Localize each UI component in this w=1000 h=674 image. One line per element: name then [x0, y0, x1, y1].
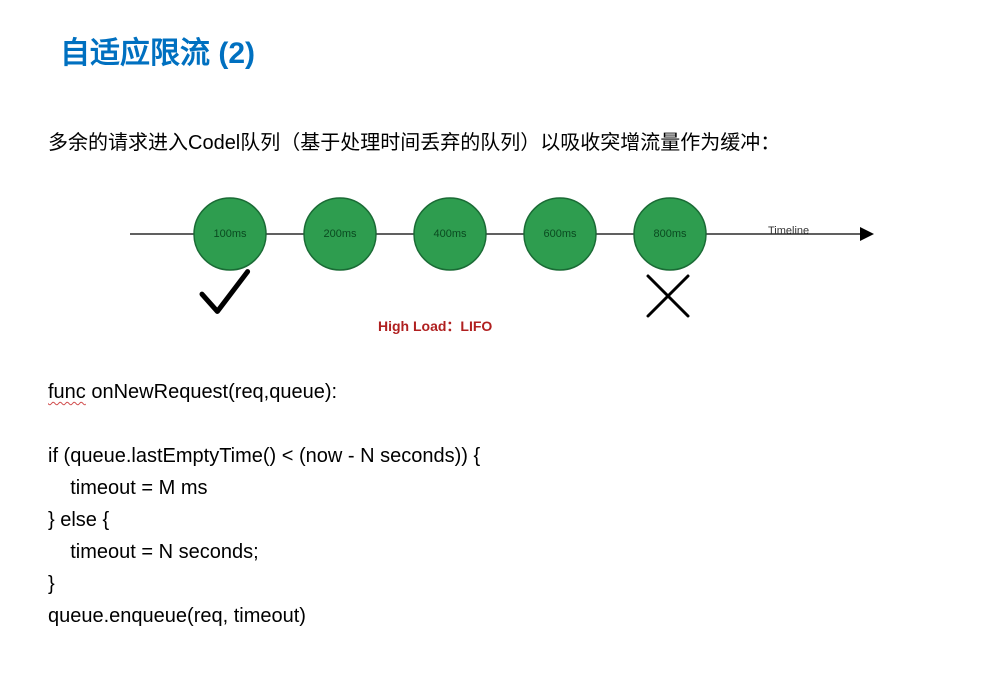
timeline-node-label: 200ms: [323, 228, 357, 240]
timeline-label: Timeline: [768, 225, 809, 237]
diagram-caption: High Load：LIFO: [378, 316, 492, 336]
timeline-node-label: 100ms: [213, 228, 247, 240]
code-signature: onNewRequest(req,queue):: [86, 381, 337, 403]
slide-title: 自适应限流 (2): [60, 28, 255, 72]
timeline-diagram: Timeline 100ms 200ms 400ms 600ms 800ms: [130, 182, 890, 327]
timeline-node-label: 600ms: [543, 228, 577, 240]
code-block: func onNewRequest(req,queue): if (queue.…: [48, 376, 480, 632]
x-icon: [648, 276, 688, 316]
timeline-node-label: 800ms: [653, 228, 687, 240]
code-body: if (queue.lastEmptyTime() < (now - N sec…: [48, 440, 480, 632]
timeline-node-label: 400ms: [433, 228, 467, 240]
slide-description: 多余的请求进入Codel队列（基于处理时间丢弃的队列）以吸收突增流量作为缓冲：: [48, 126, 780, 155]
check-icon: [202, 272, 248, 312]
code-func-keyword: func: [48, 381, 86, 403]
timeline-arrowhead-icon: [860, 227, 874, 241]
slide-root: 自适应限流 (2) 多余的请求进入Codel队列（基于处理时间丢弃的队列）以吸收…: [0, 0, 1000, 674]
